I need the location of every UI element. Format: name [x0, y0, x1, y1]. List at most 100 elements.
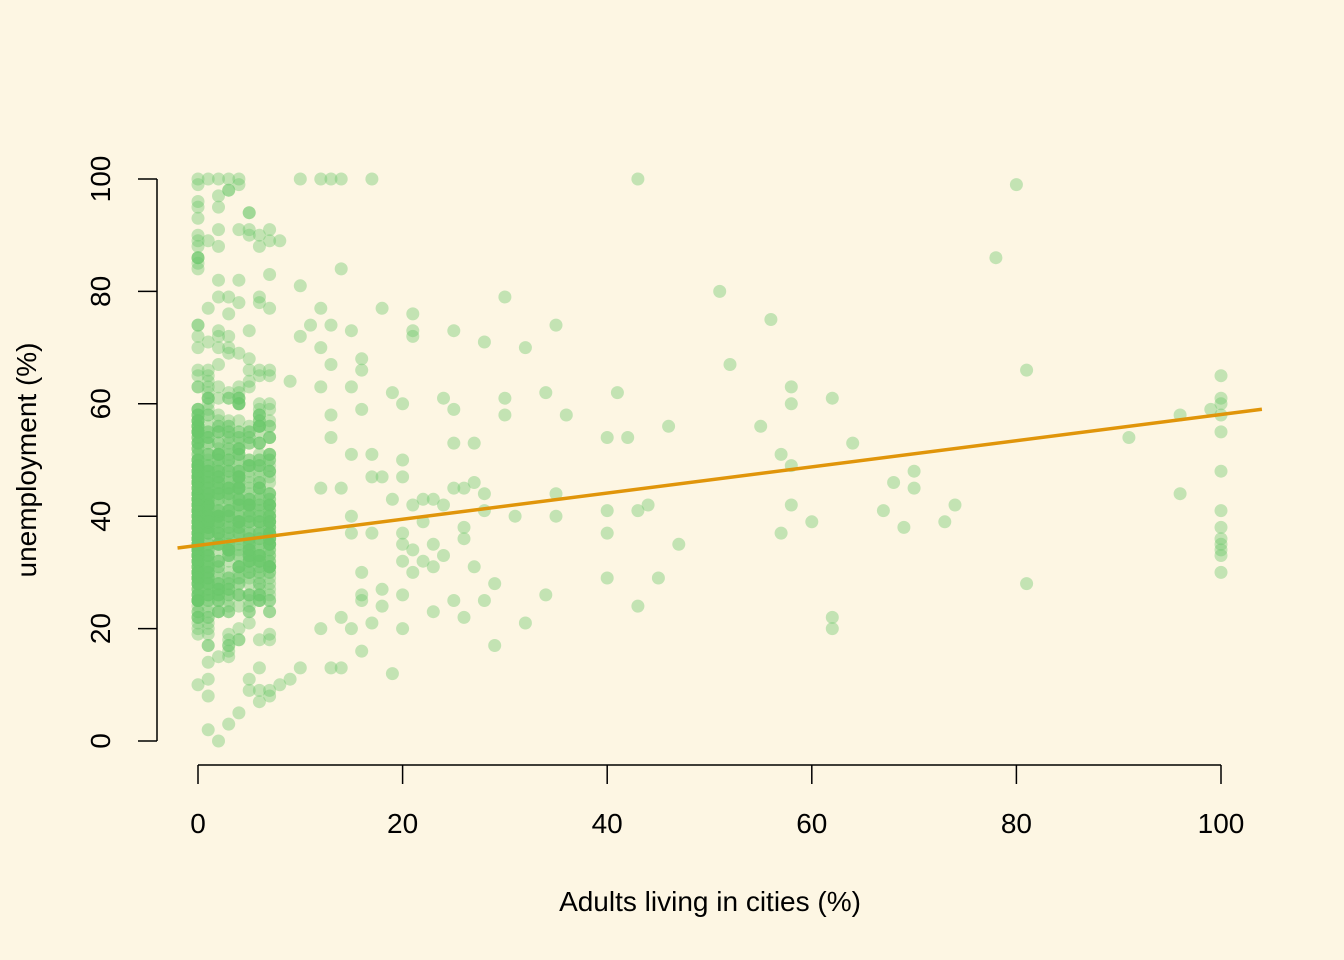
- data-point: [201, 363, 215, 377]
- data-point: [201, 577, 215, 591]
- data-point: [191, 318, 205, 332]
- data-point: [191, 560, 205, 574]
- data-point: [232, 492, 246, 506]
- data-point: [212, 481, 225, 495]
- data-point: [232, 560, 246, 574]
- data-point: [488, 577, 502, 591]
- data-point: [191, 554, 205, 568]
- data-point: [201, 391, 215, 405]
- data-point: [232, 633, 246, 647]
- data-point: [406, 329, 420, 343]
- data-point: [212, 520, 225, 534]
- data-point: [201, 301, 215, 315]
- data-point: [344, 324, 358, 338]
- data-point: [212, 526, 225, 540]
- data-point: [242, 431, 256, 444]
- data-point: [263, 515, 277, 529]
- data-point: [212, 273, 225, 287]
- data-point: [252, 549, 266, 562]
- data-point: [212, 189, 225, 203]
- data-point: [242, 228, 256, 242]
- data-point: [222, 588, 236, 602]
- data-point: [263, 487, 277, 501]
- data-point: [252, 509, 266, 523]
- data-point: [263, 689, 277, 703]
- data-point: [191, 481, 205, 495]
- data-point: [191, 487, 205, 501]
- data-point: [406, 307, 420, 321]
- data-point: [222, 599, 236, 613]
- data-point: [242, 605, 256, 619]
- data-point: [191, 549, 205, 562]
- data-point: [191, 515, 205, 529]
- data-point: [549, 318, 563, 332]
- data-point: [191, 515, 205, 529]
- data-point: [212, 509, 225, 523]
- data-point: [212, 509, 225, 523]
- data-point: [191, 453, 205, 467]
- data-point: [212, 526, 225, 540]
- data-point: [212, 504, 225, 518]
- data-point: [201, 622, 215, 636]
- data-point: [252, 419, 266, 433]
- data-point: [191, 594, 205, 607]
- data-point: [201, 459, 215, 473]
- data-point: [222, 509, 236, 523]
- data-point: [212, 200, 225, 214]
- data-point: [263, 520, 277, 534]
- data-point: [191, 549, 205, 562]
- data-point: [191, 459, 205, 473]
- data-point: [201, 498, 215, 512]
- data-point: [252, 509, 266, 523]
- data-point: [232, 571, 246, 585]
- data-point: [242, 476, 256, 489]
- data-point: [242, 498, 256, 512]
- data-point: [212, 487, 225, 501]
- data-point: [375, 599, 389, 613]
- data-point: [191, 251, 205, 265]
- data-point: [263, 301, 277, 315]
- data-point: [191, 442, 205, 456]
- data-point: [805, 515, 819, 529]
- data-point: [232, 397, 246, 411]
- data-point: [191, 363, 205, 377]
- data-point: [447, 594, 461, 607]
- data-point: [212, 419, 225, 433]
- data-point: [201, 577, 215, 591]
- data-point: [201, 476, 215, 489]
- data-point: [201, 470, 215, 484]
- data-point: [201, 549, 215, 562]
- data-point: [252, 537, 266, 551]
- data-point: [201, 520, 215, 534]
- data-point: [355, 402, 369, 416]
- data-point: [232, 492, 246, 506]
- data-point: [201, 481, 215, 495]
- data-point: [191, 431, 205, 444]
- data-point: [263, 549, 277, 562]
- data-point: [263, 498, 277, 512]
- data-point: [263, 447, 277, 461]
- data-point: [263, 571, 277, 585]
- data-point: [232, 549, 246, 562]
- data-point: [191, 571, 205, 585]
- data-point: [222, 543, 236, 557]
- data-point: [242, 509, 256, 523]
- data-point: [212, 582, 225, 596]
- data-point: [242, 459, 256, 473]
- data-point: [212, 470, 225, 484]
- data-point: [201, 464, 215, 478]
- data-point: [201, 594, 215, 607]
- data-point: [252, 582, 266, 596]
- data-point: [222, 549, 236, 562]
- data-point: [191, 172, 205, 186]
- data-point: [212, 554, 225, 568]
- data-point: [222, 582, 236, 596]
- data-point: [825, 622, 839, 636]
- data-point: [201, 380, 215, 394]
- data-point: [212, 470, 225, 484]
- data-point: [212, 487, 225, 501]
- data-point: [263, 453, 277, 467]
- data-point: [212, 391, 225, 405]
- data-point: [242, 672, 256, 686]
- data-point: [222, 504, 236, 518]
